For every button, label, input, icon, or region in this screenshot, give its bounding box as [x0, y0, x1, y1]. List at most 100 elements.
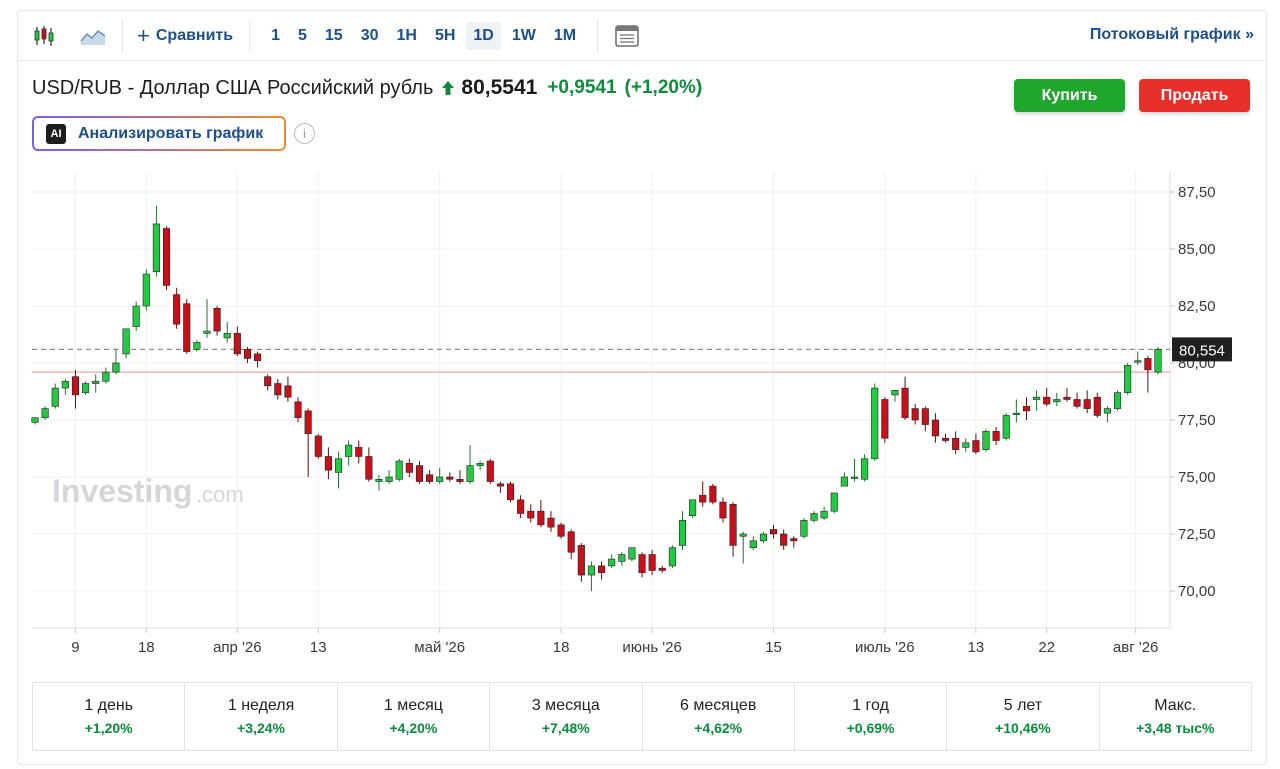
- performance-cell[interactable]: 1 день +1,20%: [33, 683, 186, 750]
- performance-change: +0,69%: [846, 720, 895, 736]
- candle-body: [901, 387, 909, 419]
- candle-body: [608, 558, 616, 567]
- performance-cell[interactable]: 1 неделя +3,24%: [185, 683, 338, 750]
- candle: [992, 426, 1000, 446]
- compare-button[interactable]: + Сравнить: [133, 22, 237, 48]
- performance-cell[interactable]: 1 месяц +4,20%: [338, 683, 491, 750]
- candle-body: [881, 399, 889, 439]
- candle-body: [790, 538, 798, 542]
- candle: [82, 381, 90, 395]
- sell-button[interactable]: Продать: [1139, 79, 1250, 112]
- candlestick-icon[interactable]: [30, 21, 60, 51]
- interval-15[interactable]: 15: [324, 26, 343, 44]
- interval-5[interactable]: 5: [298, 26, 307, 44]
- candle: [871, 383, 879, 462]
- candle: [1103, 406, 1111, 423]
- candle: [567, 529, 575, 560]
- candle: [1033, 390, 1041, 411]
- candle-body: [51, 387, 59, 407]
- candle-body: [952, 437, 960, 450]
- performance-period: 5 лет: [1003, 697, 1043, 714]
- performance-period: 6 месяцев: [680, 697, 757, 714]
- candle: [122, 328, 130, 359]
- candle-body: [861, 458, 869, 480]
- candle-body: [122, 328, 130, 355]
- candle-body: [628, 547, 636, 560]
- candle-body: [152, 223, 160, 273]
- plus-icon: +: [137, 22, 150, 48]
- y-tick-label: 82,50: [1178, 298, 1216, 315]
- y-tick-label: 77,50: [1178, 412, 1216, 429]
- interval-1[interactable]: 1: [271, 26, 280, 44]
- candle-body: [415, 465, 424, 482]
- candle-body: [810, 513, 818, 521]
- indicators-icon[interactable]: [612, 21, 642, 51]
- candle: [1134, 351, 1142, 366]
- performance-change: +4,62%: [694, 720, 743, 736]
- buy-button[interactable]: Купить: [1014, 79, 1125, 112]
- last-price-box: [1172, 337, 1232, 362]
- candle: [173, 287, 181, 329]
- candle: [557, 522, 565, 539]
- interval-5h[interactable]: 5H: [434, 26, 456, 44]
- candle-body: [355, 447, 363, 457]
- candle-body: [183, 303, 191, 352]
- interval-1m[interactable]: 1M: [553, 26, 577, 44]
- interval-1w[interactable]: 1W: [511, 26, 536, 44]
- candle: [233, 326, 241, 357]
- performance-cell[interactable]: 3 месяца +7,48%: [490, 683, 643, 750]
- stream-chart-link[interactable]: Потоковый график »: [1089, 26, 1254, 43]
- candle-body: [223, 333, 231, 339]
- candle: [820, 506, 828, 521]
- candle: [1154, 347, 1162, 375]
- candle: [931, 413, 939, 443]
- info-icon[interactable]: i: [294, 123, 315, 144]
- candle: [749, 536, 757, 550]
- candle-body: [304, 410, 312, 434]
- candle-body: [719, 501, 727, 519]
- candle: [577, 543, 585, 582]
- candle-body: [850, 476, 859, 479]
- candle: [254, 351, 262, 368]
- performance-cell[interactable]: Макс. +3,48 тыс%: [1100, 683, 1251, 750]
- performance-change: +4,20%: [389, 720, 438, 736]
- candle: [436, 467, 444, 484]
- candle-body: [213, 307, 221, 332]
- candle: [941, 433, 950, 443]
- candle: [840, 472, 848, 487]
- candle: [203, 299, 211, 338]
- candle: [769, 524, 778, 539]
- performance-cell[interactable]: 1 год +0,69%: [795, 683, 948, 750]
- y-tick-label: 72,50: [1178, 526, 1216, 543]
- x-tick-label: 18: [553, 639, 570, 656]
- candle: [395, 458, 403, 482]
- watermark: Investing .com: [52, 473, 244, 509]
- interval-1h[interactable]: 1H: [396, 26, 417, 44]
- interval-30[interactable]: 30: [360, 26, 379, 44]
- candle-body: [982, 431, 990, 450]
- candle: [132, 301, 140, 332]
- analyze-chart-button[interactable]: AI Анализировать график: [32, 116, 286, 151]
- candle: [850, 458, 859, 482]
- last-price-marker: 80,554: [1172, 337, 1232, 362]
- candle-body: [486, 460, 494, 482]
- performance-change: +3,48 тыс%: [1136, 720, 1215, 736]
- candle: [496, 481, 504, 493]
- candle-body: [82, 383, 90, 393]
- candle-body: [203, 330, 211, 334]
- performance-cell[interactable]: 5 лет +10,46%: [947, 683, 1100, 750]
- candle-body: [466, 465, 474, 482]
- candle: [709, 483, 717, 505]
- candle: [426, 470, 434, 484]
- performance-cell[interactable]: 6 месяцев +4,62%: [643, 683, 795, 750]
- interval-1d[interactable]: 1D: [466, 21, 501, 50]
- candle-body: [840, 476, 848, 487]
- candle: [486, 458, 494, 484]
- candle-body: [132, 305, 140, 327]
- candle-body: [739, 533, 747, 537]
- candles: [31, 205, 1162, 591]
- candle-body: [1124, 364, 1132, 393]
- area-chart-icon[interactable]: [78, 21, 108, 51]
